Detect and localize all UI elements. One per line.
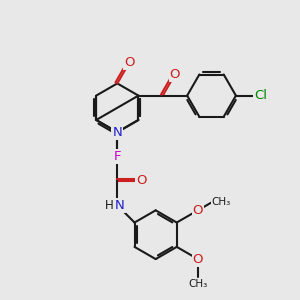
Text: CH₃: CH₃: [212, 196, 231, 207]
Text: O: O: [193, 253, 203, 266]
Text: O: O: [124, 56, 135, 69]
Text: CH₃: CH₃: [188, 279, 208, 289]
Text: H: H: [105, 199, 113, 212]
Text: O: O: [193, 204, 203, 217]
Text: N: N: [115, 199, 124, 212]
Text: Cl: Cl: [254, 89, 267, 102]
Text: F: F: [114, 150, 121, 163]
Text: O: O: [170, 68, 180, 81]
Text: N: N: [112, 126, 122, 139]
Text: O: O: [136, 174, 147, 188]
